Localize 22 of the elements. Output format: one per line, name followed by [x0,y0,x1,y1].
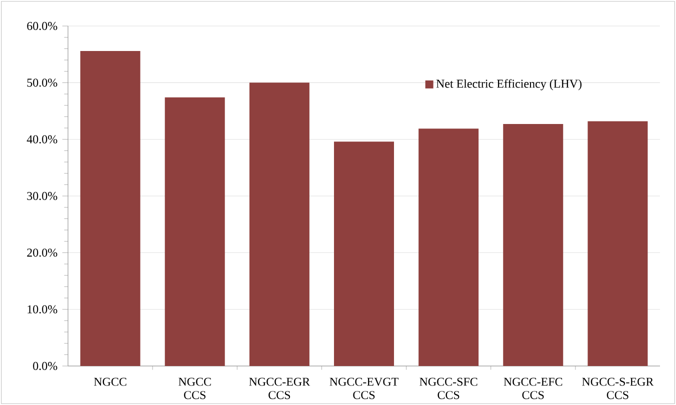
legend-label: Net Electric Efficiency (LHV) [436,79,582,90]
x-tick-label: NGCC-S-EGR CCS [582,378,654,400]
x-tick-label: NGCC-EGR CCS [249,378,310,400]
y-tick-label: 0.0% [33,362,58,370]
bar [334,142,394,366]
y-tick-label: 60.0% [27,22,58,30]
y-tick-label: 50.0% [27,78,58,87]
y-tick-label: 20.0% [27,248,58,257]
bar [418,128,479,366]
bar [164,97,225,366]
y-tick-label: 40.0% [26,135,58,144]
x-tick-label: NGCC-EFC CCS [504,378,562,400]
bar [503,124,564,366]
bar [249,82,310,366]
bar [80,50,140,366]
x-tick-label: NGCC [94,378,126,386]
y-tick-label: 30.0% [27,192,58,200]
x-tick-label: NGCC CCS [178,378,211,400]
y-tick-label: 10.0% [28,305,58,314]
bar [588,121,648,366]
x-tick-label: NGCC-EVGT CCS [330,378,398,400]
x-tick-label: NGCC-SFC CCS [420,378,478,400]
